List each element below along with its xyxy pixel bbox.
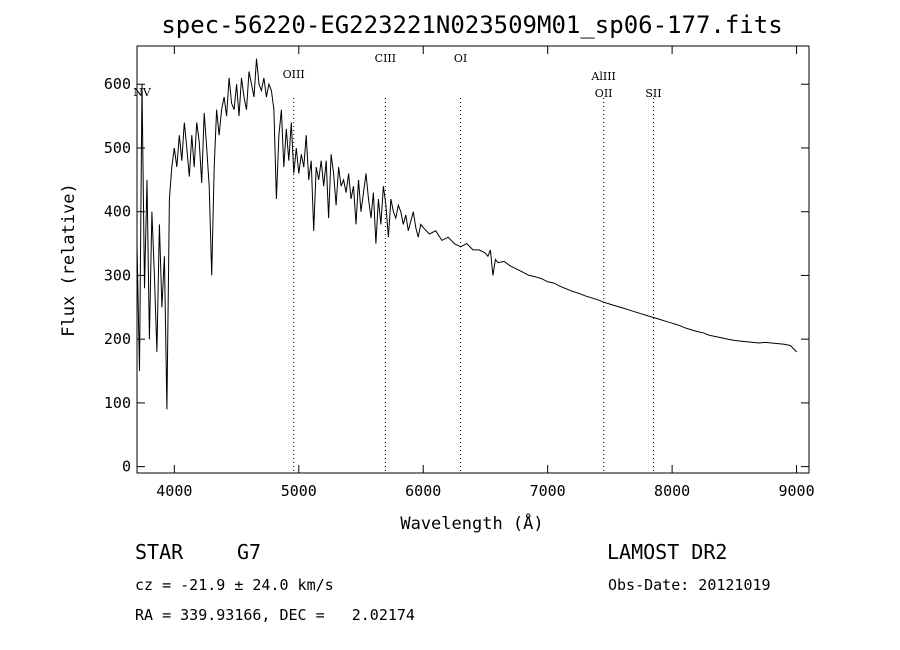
object-subclass: G7 <box>237 540 261 564</box>
survey-name: LAMOST DR2 <box>607 540 727 564</box>
y-axis-label: Flux (relative) <box>59 183 79 337</box>
chart-title: spec-56220-EG223221N023509M01_sp06-177.f… <box>161 11 782 39</box>
x-tick-label: 7000 <box>530 482 566 500</box>
line-label: OII <box>595 87 613 100</box>
object-class: STAR <box>135 540 184 564</box>
x-tick-label: 8000 <box>654 482 690 500</box>
line-label: SII <box>645 87 661 100</box>
plot-frame <box>136 45 810 474</box>
x-tick-label: 6000 <box>405 482 441 500</box>
y-tick-label: 0 <box>122 458 131 476</box>
y-tick-label: 100 <box>104 394 131 412</box>
y-tick-label: 500 <box>104 139 131 157</box>
y-axis-ticks: 0 100 200 300 400 500 600 <box>104 75 809 476</box>
line-label: CIII <box>375 52 396 65</box>
x-tick-label: 9000 <box>778 482 814 500</box>
line-markers <box>293 98 654 473</box>
x-axis-label: Wavelength (Å) <box>400 512 543 534</box>
x-axis-ticks: 4000 5000 6000 7000 8000 9000 <box>156 46 815 500</box>
line-label: AlIII <box>590 70 616 83</box>
y-tick-label: 400 <box>104 203 131 221</box>
line-label: OI <box>454 52 467 65</box>
line-label: OIII <box>283 68 305 81</box>
x-tick-label: 4000 <box>156 482 192 500</box>
y-tick-label: 200 <box>104 330 131 348</box>
obs-date: Obs-Date: 20121019 <box>608 576 771 594</box>
y-tick-label: 300 <box>104 266 131 284</box>
spectrum-line <box>136 58 797 410</box>
y-tick-label: 600 <box>104 75 131 93</box>
redshift-cz: cz = -21.9 ± 24.0 km/s <box>135 576 334 594</box>
ra-dec: RA = 339.93166, DEC = 2.02174 <box>135 606 415 624</box>
x-tick-label: 5000 <box>281 482 317 500</box>
